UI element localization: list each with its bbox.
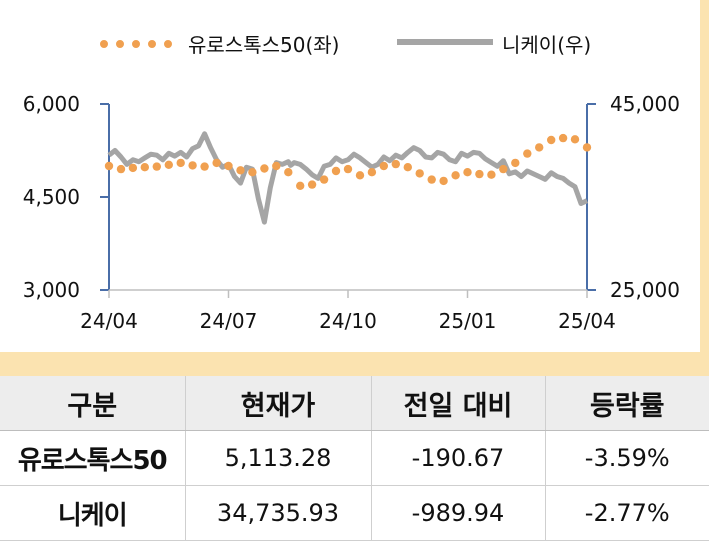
series-point-eurostoxx — [236, 166, 245, 175]
series-point-eurostoxx — [212, 158, 221, 168]
series-point-eurostoxx — [296, 181, 305, 190]
series-point-eurostoxx — [547, 135, 556, 145]
series-point-eurostoxx — [427, 175, 436, 184]
series-point-eurostoxx — [367, 168, 377, 177]
x-tick-label: 24/10 — [319, 309, 377, 333]
series-point-eurostoxx — [116, 164, 126, 174]
series-point-eurostoxx — [104, 161, 114, 171]
series-point-eurostoxx — [200, 162, 209, 171]
row-rate: -2.77% — [545, 485, 709, 541]
series-point-eurostoxx — [391, 159, 400, 169]
series-point-eurostoxx — [224, 161, 233, 171]
series-point-eurostoxx — [487, 170, 496, 179]
x-ticks: 24/04 24/07 24/10 25/01 25/04 — [80, 290, 616, 333]
series-point-eurostoxx — [152, 162, 161, 171]
series-point-eurostoxx — [260, 164, 269, 173]
series-point-eurostoxx — [164, 160, 173, 169]
series-point-eurostoxx — [415, 169, 424, 178]
row-name: 니케이 — [0, 485, 186, 541]
series-layer — [104, 131, 592, 225]
row-rate: -3.59% — [545, 430, 709, 486]
legend: 유로스톡스50(좌) 니케이(우) — [100, 33, 591, 57]
table-header-row: 구분 현재가 전일 대비 등락률 — [0, 376, 709, 431]
series-point-eurostoxx — [319, 175, 329, 184]
row-name: 유로스톡스50 — [0, 430, 186, 486]
right-tick-label: 45,000 — [610, 92, 680, 116]
series-point-eurostoxx — [475, 169, 484, 179]
series-point-eurostoxx — [582, 143, 592, 152]
table-row: 유로스톡스50 5,113.28 -190.67 -3.59% — [0, 430, 709, 486]
x-tick-label: 24/04 — [80, 309, 138, 333]
row-change: -190.67 — [371, 430, 546, 486]
series-point-eurostoxx — [140, 163, 149, 172]
row-price: 5,113.28 — [185, 430, 372, 486]
series-point-eurostoxx — [379, 161, 388, 171]
series-point-eurostoxx — [188, 161, 197, 170]
series-point-eurostoxx — [403, 163, 412, 172]
series-point-eurostoxx — [343, 164, 353, 174]
row-change: -989.94 — [371, 485, 546, 541]
left-tick-label: 3,000 — [23, 278, 80, 302]
left-y-ticks: 6,000 4,500 3,000 — [23, 92, 109, 302]
left-tick-label: 4,500 — [23, 185, 80, 209]
table-row: 니케이 34,735.93 -989.94 -2.77% — [0, 485, 709, 541]
series-point-eurostoxx — [511, 158, 520, 168]
quote-table: 구분 현재가 전일 대비 등락률 유로스톡스50 5,113.28 -190.6… — [0, 376, 709, 541]
series-point-eurostoxx — [523, 149, 532, 158]
legend-label-series-0: 유로스톡스50(좌) — [188, 33, 339, 57]
chart-panel: 유로스톡스50(좌) 니케이(우) 6,000 4,500 3,000 45,0… — [0, 0, 709, 376]
header-change: 전일 대비 — [371, 376, 546, 431]
index-line-chart: 유로스톡스50(좌) 니케이(우) 6,000 4,500 3,000 45,0… — [23, 33, 680, 333]
x-tick-label: 25/04 — [558, 309, 616, 333]
series-point-eurostoxx — [558, 133, 568, 143]
series-point-eurostoxx — [331, 166, 341, 176]
decorative-border-bottom — [0, 352, 709, 376]
series-point-eurostoxx — [248, 168, 257, 177]
row-price: 34,735.93 — [185, 485, 372, 541]
decorative-border-right — [700, 0, 709, 360]
right-tick-label: 25,000 — [610, 278, 680, 302]
series-line-nikkei — [107, 131, 589, 225]
series-point-eurostoxx — [307, 180, 317, 189]
left-tick-label: 6,000 — [23, 92, 80, 116]
legend-label-series-1: 니케이(우) — [502, 33, 591, 57]
series-point-eurostoxx — [451, 171, 460, 180]
x-tick-label: 24/07 — [200, 309, 258, 333]
series-point-eurostoxx — [439, 176, 448, 186]
series-point-eurostoxx — [284, 168, 293, 177]
series-point-eurostoxx — [499, 164, 508, 174]
header-price: 현재가 — [185, 376, 372, 431]
series-point-eurostoxx — [128, 163, 138, 173]
series-point-eurostoxx — [570, 135, 580, 144]
x-tick-label: 25/01 — [439, 309, 497, 333]
series-point-eurostoxx — [355, 171, 365, 180]
series-point-eurostoxx — [272, 161, 281, 171]
series-point-eurostoxx — [535, 143, 544, 152]
series-point-eurostoxx — [463, 168, 472, 177]
header-rate: 등락률 — [545, 376, 709, 431]
right-y-ticks: 45,000 25,000 — [587, 92, 680, 302]
header-category: 구분 — [0, 376, 186, 431]
series-point-eurostoxx — [176, 158, 185, 168]
